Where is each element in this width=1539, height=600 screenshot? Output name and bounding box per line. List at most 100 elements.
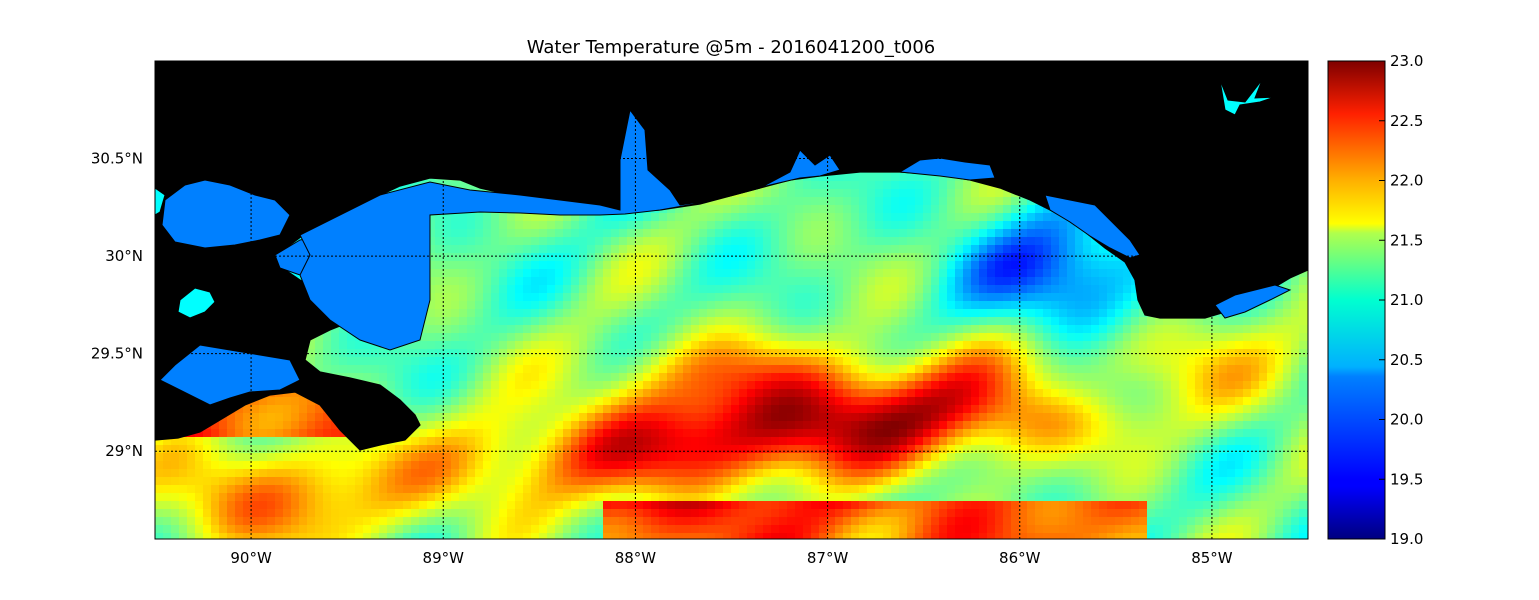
temperature-cell [651, 213, 659, 221]
temperature-cell [787, 253, 795, 261]
temperature-cell [1291, 325, 1299, 333]
temperature-cell [491, 261, 499, 269]
temperature-cell [867, 285, 875, 293]
temperature-cell [1043, 245, 1051, 253]
temperature-cell [779, 261, 787, 269]
temperature-cell [891, 325, 899, 333]
temperature-cell [763, 269, 771, 277]
temperature-cell [899, 285, 907, 293]
temperature-cell [515, 229, 523, 237]
temperature-cell [1043, 309, 1051, 317]
temperature-cell [723, 301, 731, 309]
temperature-cell [459, 285, 467, 293]
temperature-cell [835, 221, 843, 229]
temperature-cell [987, 197, 995, 205]
temperature-cell [771, 325, 779, 333]
temperature-cell [803, 237, 811, 245]
temperature-cell [1035, 317, 1043, 325]
temperature-cell [971, 213, 979, 221]
temperature-cell [627, 285, 635, 293]
temperature-cell [891, 269, 899, 277]
temperature-cell [643, 317, 651, 325]
temperature-cell [1011, 317, 1019, 325]
temperature-cell [659, 221, 667, 229]
temperature-cell [707, 325, 715, 333]
temperature-cell [1291, 277, 1299, 285]
temperature-cell [867, 173, 875, 181]
temperature-cell [699, 269, 707, 277]
temperature-cell [699, 301, 707, 309]
temperature-cell [707, 301, 715, 309]
temperature-cell [627, 237, 635, 245]
temperature-cell [1027, 325, 1035, 333]
temperature-cell [523, 253, 531, 261]
temperature-cell [979, 229, 987, 237]
temperature-cell [891, 213, 899, 221]
temperature-cell [515, 253, 523, 261]
temperature-cell [515, 277, 523, 285]
temperature-cell [595, 221, 603, 229]
temperature-cell [611, 213, 619, 221]
temperature-cell [835, 317, 843, 325]
temperature-cell [499, 309, 507, 317]
temperature-cell [491, 253, 499, 261]
temperature-cell [883, 189, 891, 197]
temperature-cell [851, 237, 859, 245]
temperature-cell [539, 245, 547, 253]
temperature-cell [883, 221, 891, 229]
temperature-cell [819, 309, 827, 317]
temperature-cell [443, 293, 451, 301]
temperature-cell [867, 309, 875, 317]
temperature-cell [979, 253, 987, 261]
temperature-cell [643, 285, 651, 293]
temperature-cell [987, 205, 995, 213]
temperature-cell [859, 173, 867, 181]
temperature-cell [491, 269, 499, 277]
temperature-cell [595, 269, 603, 277]
temperature-cell [627, 221, 635, 229]
temperature-cell [523, 221, 531, 229]
temperature-cell [723, 269, 731, 277]
temperature-cell [483, 221, 491, 229]
temperature-cell [691, 245, 699, 253]
temperature-cell [939, 261, 947, 269]
temperature-cell [923, 181, 931, 189]
temperature-cell [499, 213, 507, 221]
temperature-cell [595, 245, 603, 253]
temperature-cell [1027, 237, 1035, 245]
temperature-cell [667, 245, 675, 253]
temperature-cell [891, 173, 899, 181]
temperature-cell [1043, 237, 1051, 245]
temperature-cell [987, 325, 995, 333]
temperature-cell [899, 213, 907, 221]
temperature-cell [875, 253, 883, 261]
temperature-cell [787, 205, 795, 213]
temperature-cell [1139, 325, 1147, 333]
temperature-cell [971, 261, 979, 269]
temperature-cell [659, 285, 667, 293]
temperature-cell [819, 285, 827, 293]
temperature-cell [899, 229, 907, 237]
temperature-cell [835, 245, 843, 253]
temperature-cell [1115, 293, 1123, 301]
temperature-cell [571, 317, 579, 325]
temperature-cell [843, 293, 851, 301]
temperature-cell [1083, 261, 1091, 269]
temperature-cell [787, 269, 795, 277]
temperature-cell [723, 325, 731, 333]
temperature-cell [1067, 293, 1075, 301]
temperature-cell [883, 317, 891, 325]
temperature-cell [315, 333, 323, 341]
temperature-cell [619, 229, 627, 237]
temperature-cell [499, 229, 507, 237]
temperature-cell [667, 229, 675, 237]
temperature-cell [435, 261, 443, 269]
temperature-cell [995, 213, 1003, 221]
temperature-cell [539, 317, 547, 325]
temperature-cell [1283, 277, 1291, 285]
temperature-cell [643, 245, 651, 253]
temperature-cell [1003, 205, 1011, 213]
temperature-cell [939, 245, 947, 253]
temperature-cell [1011, 325, 1019, 333]
temperature-cell [803, 269, 811, 277]
